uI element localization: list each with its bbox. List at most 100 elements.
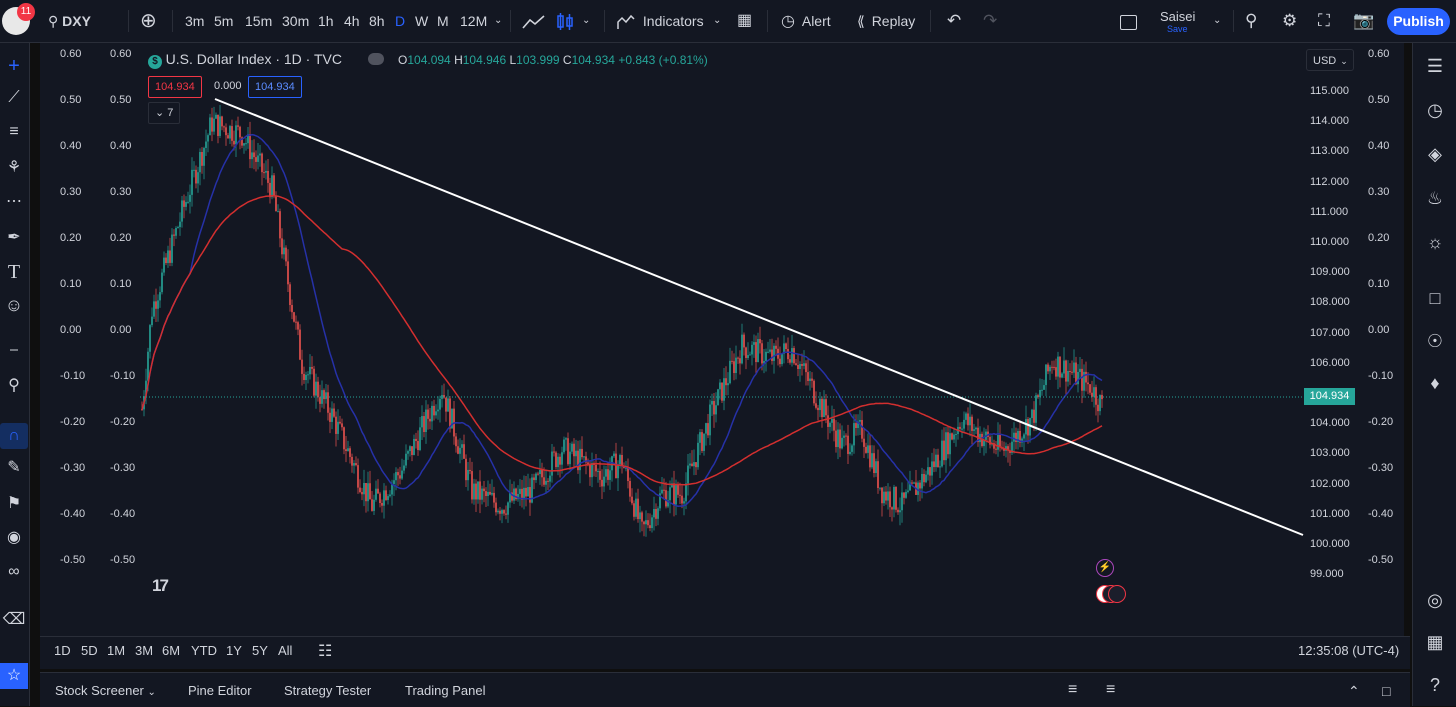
crosshair-icon[interactable]: +	[8, 55, 20, 77]
emoji-icon[interactable]: ☺	[4, 295, 24, 315]
line-chart-type-icon[interactable]	[522, 0, 546, 42]
prediction-icon[interactable]: ⋯	[6, 193, 22, 210]
range-3m[interactable]: 3M	[135, 643, 154, 658]
candle-body	[193, 169, 195, 171]
help-icon[interactable]: ?	[1429, 675, 1440, 695]
lock-icon[interactable]: ⚑	[6, 495, 22, 512]
symbol-legend[interactable]: $ U.S. Dollar Index · 1D · TVC	[148, 51, 342, 69]
alert-button[interactable]: ◷ Alert	[781, 0, 831, 42]
streams-icon[interactable]: ☉	[1426, 331, 1444, 351]
ideas-lightbulb-icon[interactable]: ☼	[1426, 232, 1444, 252]
range-6m[interactable]: 6M	[162, 643, 181, 658]
maximize-panel-icon[interactable]: □	[1382, 683, 1391, 699]
target-icon[interactable]: ◎	[1427, 590, 1443, 610]
alerts-clock-icon[interactable]: ◷	[1427, 100, 1443, 120]
text-tool-icon[interactable]: T	[7, 261, 21, 283]
layers-icon[interactable]: ◈	[1428, 144, 1442, 164]
chevron-down-icon[interactable]: ⌄	[582, 15, 591, 26]
chevron-up-icon[interactable]: ⌃	[1348, 683, 1360, 699]
object-tree-icon[interactable]: ≡	[1068, 681, 1078, 698]
interval-m[interactable]: M	[437, 13, 449, 29]
ruler-icon[interactable]: ⎯	[9, 341, 18, 358]
redo-icon[interactable]: ↷	[983, 11, 998, 30]
hotlists-fire-icon[interactable]: ♨	[1426, 188, 1444, 208]
lock-drawing-icon[interactable]: ✎	[7, 459, 21, 476]
link-icon[interactable]: ∞	[8, 563, 20, 580]
candle-body	[401, 470, 403, 479]
chevron-down-icon[interactable]: ⌄	[494, 15, 503, 26]
compare-add-icon[interactable]: ⊕	[140, 10, 157, 32]
range-toolbar: 1D 5D 1M 3M 6M YTD 1Y 5Y All ☷ 12:35:08 …	[40, 636, 1410, 669]
tab-strategy-tester[interactable]: Strategy Tester	[284, 683, 372, 698]
replay-button[interactable]: ⟪ Replay	[857, 0, 915, 42]
eye-icon[interactable]: ◉	[7, 529, 21, 546]
indicators-collapse-button[interactable]: ⌄ 7	[148, 102, 181, 124]
tab-stock-screener[interactable]: Stock Screener ⌄	[55, 683, 156, 698]
interval-w[interactable]: W	[415, 13, 429, 29]
watchlist-icon[interactable]: ☰	[1426, 56, 1444, 76]
market-status-icon[interactable]	[368, 53, 384, 65]
symbol-search[interactable]: ⚲ DXY	[48, 0, 91, 42]
zoom-in-icon[interactable]: ⚲	[8, 377, 20, 394]
star-watchlist-icon[interactable]: ☆	[0, 663, 28, 689]
tab-trading-panel[interactable]: Trading Panel	[405, 683, 486, 698]
camera-icon[interactable]: 📷	[1353, 11, 1375, 30]
indicators-button[interactable]: Indicators	[617, 0, 704, 42]
candle-body	[583, 456, 585, 458]
notifications-bell-icon[interactable]: ♦	[1430, 373, 1440, 393]
candle-body	[1087, 382, 1089, 385]
chevron-down-icon[interactable]: ⌄	[713, 15, 722, 26]
currency-select[interactable]: USD ⌄	[1306, 49, 1354, 71]
tab-pine-editor[interactable]: Pine Editor	[188, 683, 252, 698]
trend-line-icon[interactable]: ⟋	[8, 89, 20, 106]
layout-select-icon[interactable]	[1120, 0, 1137, 42]
clock-timezone[interactable]: 12:35:08 (UTC-4)	[1298, 643, 1400, 658]
data-window-icon[interactable]: ≡	[1106, 681, 1116, 698]
quick-search-icon[interactable]: ⚲	[1245, 11, 1258, 30]
interval-d[interactable]: D	[395, 13, 406, 29]
lightning-event-icon[interactable]: ⚡	[1096, 559, 1114, 577]
range-1m[interactable]: 1M	[107, 643, 126, 658]
chart-pane[interactable]: 0.60 0.60 0.60 0.50 0.50 0.50 0.40 0.40 0.40 0.30…	[40, 43, 1404, 667]
economic-events-icon[interactable]	[1096, 585, 1126, 603]
range-1y[interactable]: 1Y	[226, 643, 242, 658]
brush-icon[interactable]: ✒	[7, 229, 21, 246]
magnet-icon[interactable]: ∩	[0, 423, 28, 449]
interval-3m[interactable]: 3m	[185, 13, 205, 29]
tradingview-logo[interactable]: 17	[152, 576, 169, 595]
candles-chart-type-icon[interactable]	[556, 0, 574, 42]
interval-30m[interactable]: 30m	[282, 13, 310, 29]
calendar-icon[interactable]: ▦	[1426, 632, 1444, 652]
range-5y[interactable]: 5Y	[252, 643, 268, 658]
candle-body	[863, 438, 865, 447]
interval-8h[interactable]: 8h	[369, 13, 385, 29]
layouts-grid-icon[interactable]: ▦	[737, 12, 753, 29]
save-label[interactable]: Save	[1167, 24, 1188, 34]
interval-5m[interactable]: 5m	[214, 13, 234, 29]
candle-body	[303, 373, 305, 381]
range-all[interactable]: All	[278, 643, 293, 658]
chart-canvas[interactable]	[40, 43, 1404, 636]
candle-body	[603, 476, 605, 487]
interval-12m[interactable]: 12M	[460, 13, 488, 29]
chevron-down-icon[interactable]: ⌄	[1213, 15, 1222, 26]
interval-1h[interactable]: 1h	[318, 13, 334, 29]
interval-4h[interactable]: 4h	[344, 13, 360, 29]
candle-body	[733, 361, 735, 374]
range-5d[interactable]: 5D	[81, 643, 98, 658]
trash-icon[interactable]: ⌫	[2, 611, 26, 628]
candle-body	[747, 355, 749, 359]
layout-name[interactable]: Saisei	[1160, 9, 1196, 24]
undo-icon[interactable]: ↶	[947, 11, 962, 30]
candle-body	[347, 448, 349, 452]
range-1d[interactable]: 1D	[54, 643, 71, 658]
interval-15m[interactable]: 15m	[245, 13, 273, 29]
range-ytd[interactable]: YTD	[191, 643, 217, 658]
chat-icon[interactable]: □	[1429, 288, 1441, 308]
fullscreen-icon[interactable]: ⛶	[1318, 11, 1330, 30]
pattern-icon[interactable]: ⚘	[6, 159, 22, 176]
publish-button[interactable]: Publish	[1387, 8, 1450, 35]
date-range-calendar-icon[interactable]: ☷	[318, 643, 333, 660]
settings-gear-icon[interactable]: ⚙	[1282, 11, 1298, 30]
fib-retracement-icon[interactable]: ≡	[9, 123, 19, 140]
